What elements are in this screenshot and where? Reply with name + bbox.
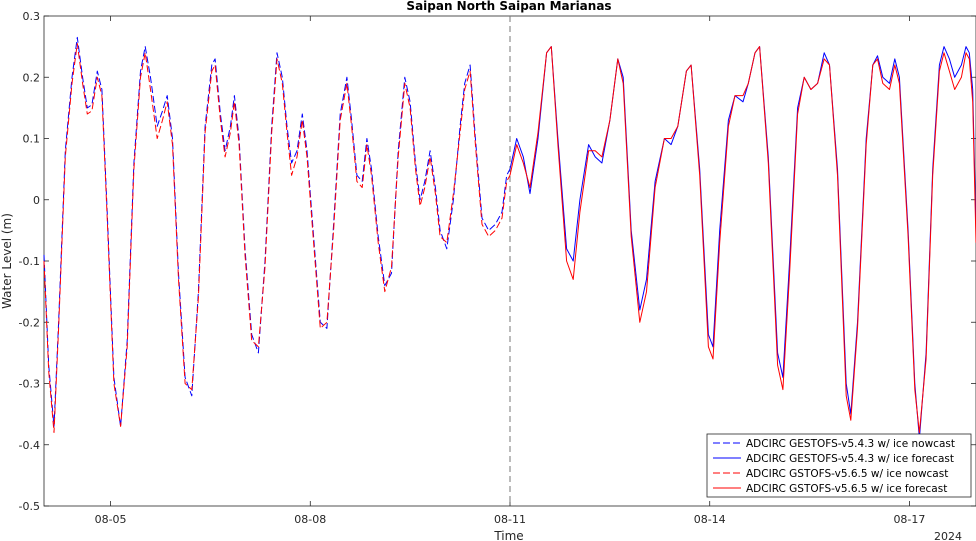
year-label: 2024 [934, 530, 962, 541]
y-tick-label: -0.2 [19, 316, 40, 329]
y-tick-label: 0.1 [23, 133, 41, 146]
chart-title: Saipan North Saipan Marianas [406, 0, 611, 13]
x-tick-label: 08-17 [893, 513, 925, 526]
y-tick-label: -0.1 [19, 255, 40, 268]
y-axis: -0.5 -0.4 -0.3 -0.2 -0.1 0 0.1 0.2 0.3 [19, 10, 976, 513]
series-line-2 [43, 43, 511, 433]
legend-label: ADCIRC GSTOFS-v5.6.5 w/ ice forecast [746, 483, 947, 495]
y-tick-label: 0 [33, 194, 40, 207]
x-tick-label: 08-11 [494, 513, 526, 526]
x-tick-label: 08-08 [294, 513, 326, 526]
legend: ADCIRC GESTOFS-v5.4.3 w/ ice nowcast ADCI… [706, 433, 972, 498]
series-layer [43, 36, 976, 440]
x-tick-label: 08-05 [95, 513, 127, 526]
x-axis-label: Time [493, 529, 523, 541]
y-axis-label: Water Level (m) [0, 213, 14, 309]
legend-label: ADCIRC GESTOFS-v5.4.3 w/ ice forecast [746, 453, 954, 465]
x-tick-label: 08-14 [694, 513, 726, 526]
legend-box [706, 433, 972, 498]
y-tick-label: -0.4 [19, 439, 40, 452]
series-line-3 [509, 46, 976, 433]
y-tick-label: -0.3 [19, 378, 40, 391]
y-tick-label: 0.2 [23, 71, 41, 84]
y-tick-label: -0.5 [19, 500, 40, 513]
legend-label: ADCIRC GSTOFS-v5.6.5 w/ ice nowcast [746, 468, 948, 480]
legend-label: ADCIRC GESTOFS-v5.4.3 w/ ice nowcast [746, 438, 955, 450]
y-tick-label: 0.3 [23, 10, 41, 23]
x-axis: 08-05 08-08 08-11 08-14 08-17 [95, 16, 925, 526]
